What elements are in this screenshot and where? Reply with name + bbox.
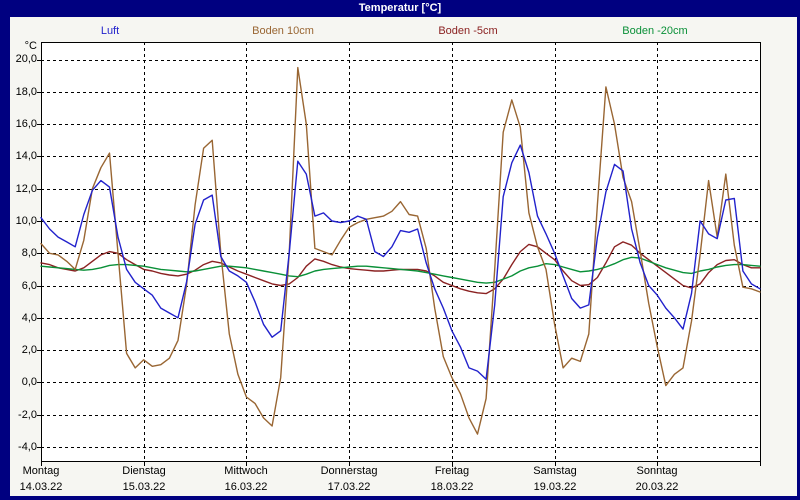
y-tick-label: 4,0 <box>21 312 37 324</box>
y-tick-label: 10,0 <box>15 215 37 227</box>
y-tick-label: 0,0 <box>21 376 37 388</box>
y-tick-label: 20,0 <box>15 53 37 65</box>
y-tick-label: 16,0 <box>15 118 37 130</box>
date-label: 18.03.22 <box>430 481 474 493</box>
legend-item-boden-10cm: Boden 10cm <box>252 25 314 37</box>
date-label: 17.03.22 <box>327 481 371 493</box>
y-tick-label: -4,0 <box>18 441 37 453</box>
day-label: Montag <box>22 465 60 477</box>
legend-item-luft: Luft <box>100 25 120 37</box>
y-tick-label: 12,0 <box>15 183 37 195</box>
window-title: Temperatur [°C] <box>358 2 442 14</box>
date-label: 14.03.22 <box>19 481 63 493</box>
day-label: Mittwoch <box>224 465 268 477</box>
day-label: Dienstag <box>122 465 166 477</box>
date-label: 20.03.22 <box>635 481 679 493</box>
window-frame-right <box>797 17 800 500</box>
y-axis-unit: °C <box>24 40 37 52</box>
day-label: Freitag <box>434 465 470 477</box>
window-frame-bottom <box>0 496 800 500</box>
y-tick-label: -2,0 <box>18 409 37 421</box>
y-tick-label: 2,0 <box>21 344 37 356</box>
date-label: 19.03.22 <box>533 481 577 493</box>
window-title-bar: Temperatur [°C] <box>0 0 800 17</box>
date-label: 15.03.22 <box>122 481 166 493</box>
day-label: Samstag <box>533 465 577 477</box>
window-frame-left <box>0 17 10 500</box>
y-tick-label: 18,0 <box>15 86 37 98</box>
legend-item-boden-minus5cm: Boden -5cm <box>438 25 498 37</box>
date-label: 16.03.22 <box>224 481 268 493</box>
day-label: Sonntag <box>636 465 678 477</box>
legend-item-boden-minus20cm: Boden -20cm <box>622 25 688 37</box>
day-label: Donnerstag <box>320 465 378 477</box>
y-tick-label: 8,0 <box>21 247 37 259</box>
y-tick-label: 14,0 <box>15 150 37 162</box>
y-tick-label: 6,0 <box>21 280 37 292</box>
